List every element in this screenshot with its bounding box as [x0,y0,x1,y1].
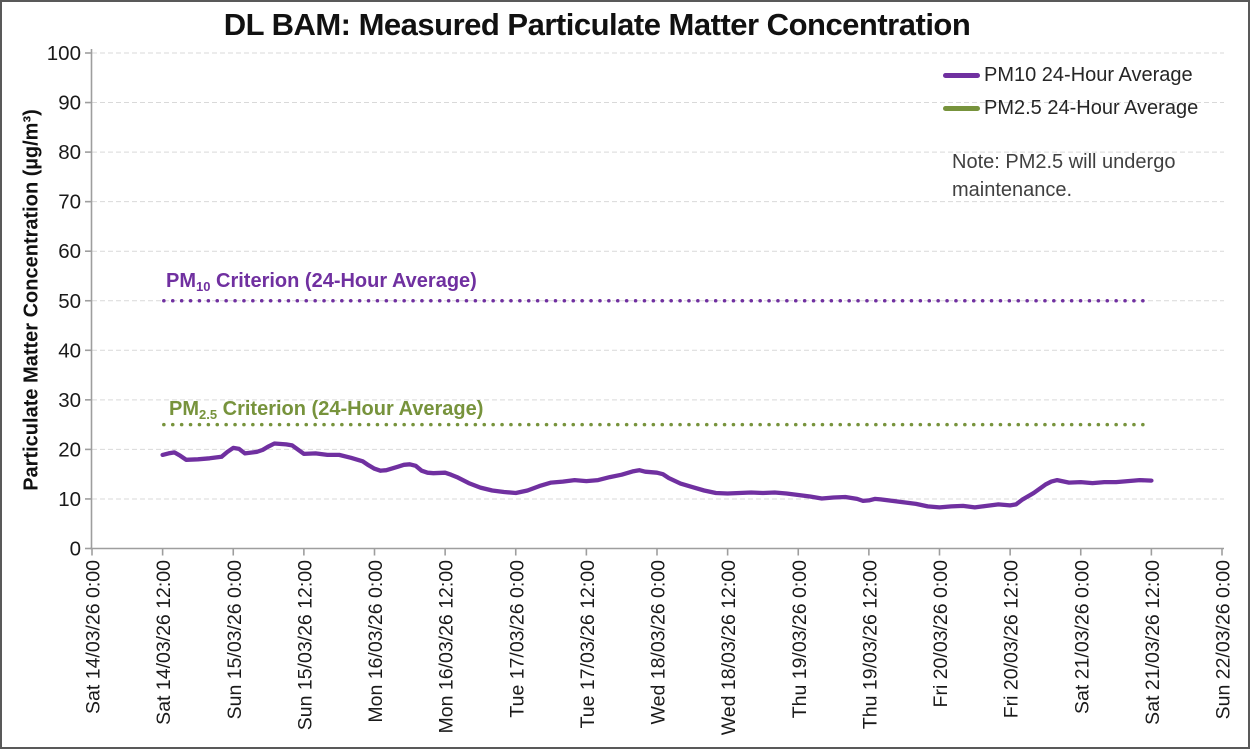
pm10-criterion-sub: 10 [196,279,211,294]
series-line [160,441,1154,510]
y-tick-label: 80 [58,141,81,164]
x-tick-label: Mon 16/03/26 0:00 [365,560,387,723]
x-tick-label: Thu 19/03/26 0:00 [789,560,811,718]
legend-item-pm10: PM10 24-Hour Average [943,61,1198,89]
x-tick-label: Sun 22/03/26 0:00 [1213,560,1235,720]
y-tick-label: 0 [70,538,81,561]
pm25-legend-label: PM2.5 24-Hour Average [984,96,1199,119]
x-tick-label: Mon 16/03/26 12:00 [436,560,458,734]
pm10-criterion-suffix: Criterion (24-Hour Average) [210,270,477,292]
x-tick-label: Wed 18/03/26 0:00 [648,560,670,725]
y-tick-label: 100 [47,42,81,65]
y-axis-title: Particulate Matter Concentration (µg/m³) [20,109,43,491]
pm25-criterion-prefix: PM [169,398,199,420]
y-tick-label: 20 [58,438,81,461]
pm25-legend-line-icon [943,105,980,111]
x-tick-label: Sat 14/03/26 0:00 [83,560,105,714]
maintenance-note-line2: maintenance. [952,179,1073,201]
pm25-criterion-suffix: Criterion (24-Hour Average) [217,398,484,420]
x-tick-label: Tue 17/03/26 12:00 [577,560,599,729]
x-tick-label: Sun 15/03/26 0:00 [224,560,246,720]
y-tick-label: 30 [58,389,81,412]
y-tick-label: 70 [58,191,81,214]
pm25-criterion-label: PM2.5 Criterion (24-Hour Average) [169,398,483,422]
y-tick-label: 10 [58,488,81,511]
x-tick-label: Sat 21/03/26 12:00 [1142,560,1164,725]
maintenance-note: Note: PM2.5 will undergo maintenance. [952,148,1212,204]
pm10-legend-line-icon [943,72,980,78]
x-tick-label: Sat 14/03/26 12:00 [153,560,175,725]
x-tick-label: Fri 20/03/26 0:00 [930,560,952,708]
pm25-criterion-sub: 2.5 [199,407,218,422]
pm10-criterion-label: PM10 Criterion (24-Hour Average) [166,270,477,294]
y-tick-label: 90 [58,92,81,115]
x-tick-label: Sun 15/03/26 12:00 [294,560,316,730]
x-tick-label: Thu 19/03/26 12:00 [859,560,881,729]
y-tick-label: 40 [58,339,81,362]
x-tick-label: Wed 18/03/26 12:00 [718,560,740,735]
legend: PM10 24-Hour Average PM2.5 24-Hour Avera… [943,61,1198,127]
y-tick-label: 50 [58,290,81,313]
legend-item-pm25: PM2.5 24-Hour Average [943,94,1198,122]
chart-title: DL BAM: Measured Particulate Matter Conc… [223,7,971,42]
maintenance-note-line1: Note: PM2.5 will undergo [952,151,1176,173]
x-tick-label: Fri 20/03/26 12:00 [1001,560,1023,718]
x-tick-label: Sat 21/03/26 0:00 [1071,560,1093,714]
y-tick-label: 60 [58,240,81,263]
pm10-legend-label: PM10 24-Hour Average [984,63,1193,86]
x-tick-label: Tue 17/03/26 0:00 [506,560,528,718]
pm10-criterion-prefix: PM [166,270,196,292]
